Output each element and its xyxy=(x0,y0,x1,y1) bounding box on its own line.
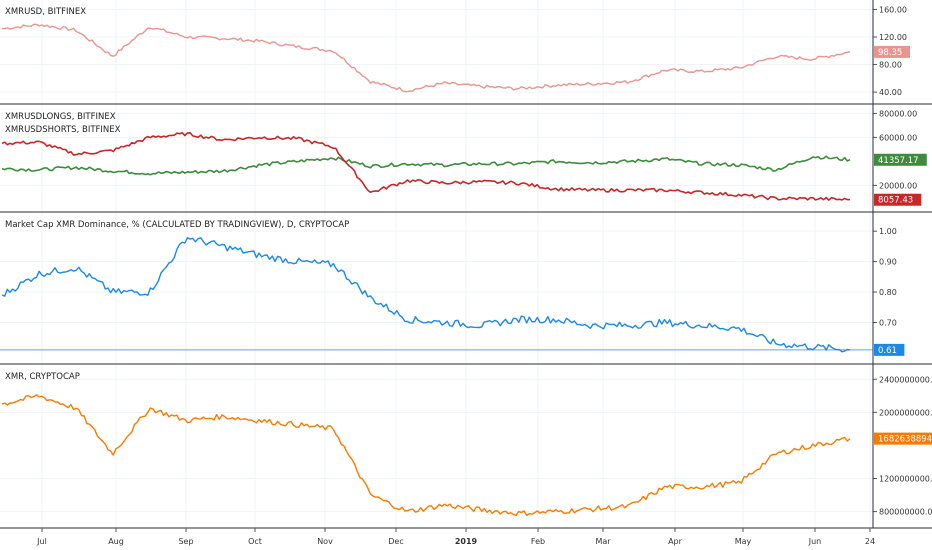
y-tick-label: 0.80 xyxy=(879,288,897,297)
y-tick-label: 60000.00 xyxy=(879,133,917,142)
x-tick-label: Sep xyxy=(178,537,193,546)
series-line-xmrusdshorts xyxy=(1,132,851,201)
last-value-badge xyxy=(874,193,922,206)
x-tick-label: Feb xyxy=(531,537,545,546)
x-tick-label: 24 xyxy=(865,537,875,546)
y-tick-label: 160.00 xyxy=(879,5,907,14)
series-line-dominance xyxy=(1,236,851,353)
last-value-label: 0.61 xyxy=(878,346,897,356)
last-value-label: 98.35 xyxy=(878,48,902,58)
panel-title: XMRUSDLONGS, BITFINEX xyxy=(5,112,116,122)
y-tick-label: 800000000.00 xyxy=(879,508,932,517)
panel-subtitle: XMRUSDSHORTS, BITFINEX xyxy=(5,125,121,135)
y-tick-label: 120.00 xyxy=(879,33,907,42)
x-tick-label: Dec xyxy=(388,537,403,546)
y-tick-label: 2400000000.00 xyxy=(879,375,932,384)
grid-layer xyxy=(0,0,873,528)
y-tick-label: 2000000000.00 xyxy=(879,408,932,417)
y-tick-label: 80.00 xyxy=(879,61,902,70)
x-tick-label: Apr xyxy=(668,537,683,546)
y-tick-label: 1200000000.00 xyxy=(879,475,932,484)
last-value-label: 41357.17 xyxy=(878,156,919,166)
x-tick-label: Oct xyxy=(248,537,262,546)
x-tick-label: Mar xyxy=(595,537,611,546)
last-value-label: 8057.43 xyxy=(878,196,913,206)
panel-title: XMR, CRYPTOCAP xyxy=(5,372,80,382)
last-value-badge xyxy=(874,153,927,166)
y-tick-label: 0.90 xyxy=(879,258,897,267)
x-tick-label: Jun xyxy=(808,537,822,546)
y-tick-label: 40.00 xyxy=(879,88,902,97)
x-tick-label: Nov xyxy=(317,537,333,546)
series-line-xmr-market-cap xyxy=(1,394,851,517)
y-tick-label: 1.00 xyxy=(879,227,897,236)
panel-title: Market Cap XMR Dominance, % (CALCULATED … xyxy=(5,220,349,230)
x-tick-label: May xyxy=(735,537,752,546)
last-value-badge xyxy=(874,343,905,356)
last-value-badge xyxy=(874,432,932,445)
series-line-xmrusdlongs xyxy=(1,155,851,176)
x-tick-label: Jul xyxy=(36,537,47,546)
y-tick-label: 80000.00 xyxy=(879,109,917,118)
last-value-label: 1682638894.56 xyxy=(878,435,932,445)
y-tick-label: 20000.00 xyxy=(879,181,917,190)
y-tick-label: 0.70 xyxy=(879,318,897,327)
last-value-badge xyxy=(874,45,910,58)
x-tick-label: 2019 xyxy=(455,537,478,546)
panels-layer: XMRUSD, BITFINEX XMRUSDLONGS, BITFINEX XMR… xyxy=(0,7,932,517)
panel-title: XMRUSD, BITFINEX xyxy=(5,7,86,17)
x-tick-label: Aug xyxy=(108,537,124,546)
series-line-xmrusd xyxy=(1,23,851,93)
